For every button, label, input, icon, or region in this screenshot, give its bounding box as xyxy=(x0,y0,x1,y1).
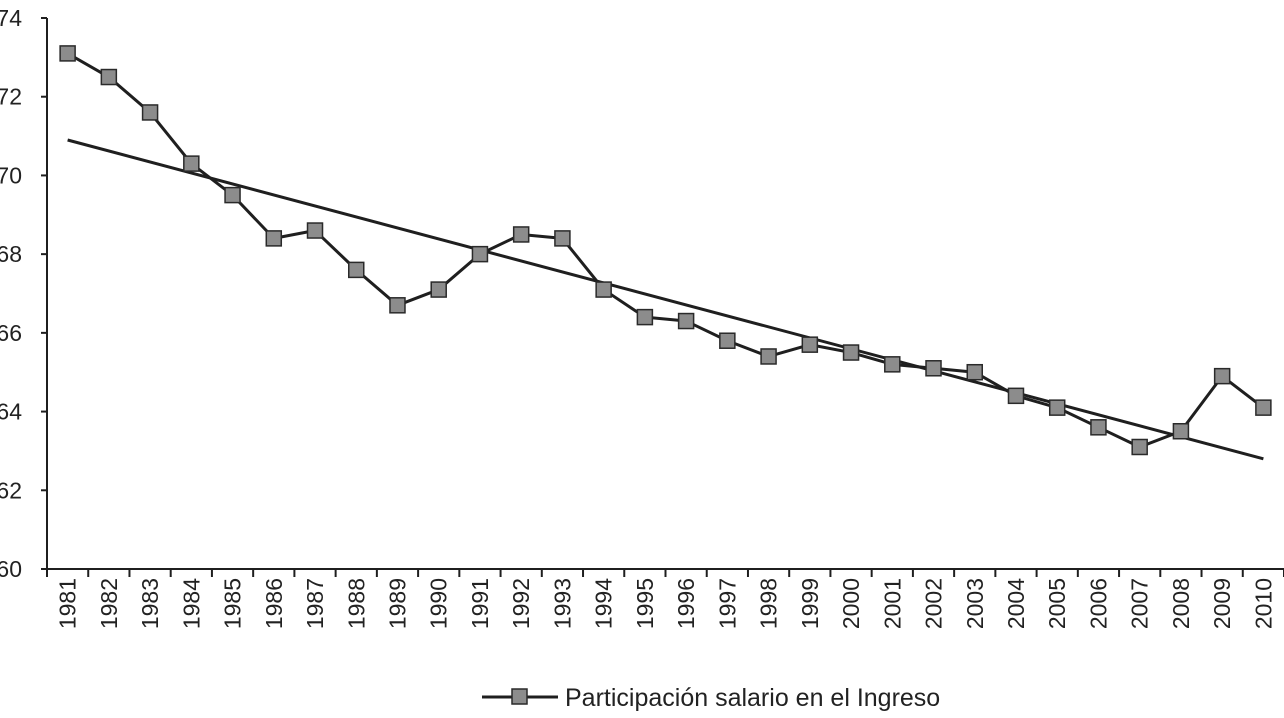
data-point xyxy=(884,356,901,373)
series-line xyxy=(66,52,1265,449)
x-tick-label: 2009 xyxy=(1209,578,1235,629)
data-point xyxy=(224,186,241,204)
data-point xyxy=(925,360,942,377)
x-tick-label: 1988 xyxy=(343,578,369,629)
y-tick-label: 60 xyxy=(0,556,22,582)
data-point xyxy=(1048,399,1066,416)
data-point xyxy=(183,155,200,172)
data-point xyxy=(1172,423,1190,440)
x-tick-label: 1990 xyxy=(426,578,452,629)
y-tick-label: 64 xyxy=(0,399,22,425)
x-tick-label: 2002 xyxy=(921,578,947,629)
legend-label: Participación salario en el Ingreso xyxy=(565,684,940,712)
data-point xyxy=(512,226,530,243)
data-point xyxy=(141,104,159,121)
x-tick-label: 1983 xyxy=(137,578,163,629)
x-tick-label: 2005 xyxy=(1044,578,1070,629)
legend: Participación salario en el Ingreso xyxy=(482,684,940,712)
x-tick-label: 1984 xyxy=(178,578,204,629)
data-point xyxy=(430,281,447,298)
trendline xyxy=(67,138,1264,461)
trendline-line xyxy=(67,138,1264,461)
data-point xyxy=(1131,438,1148,456)
x-tick-label: 1996 xyxy=(673,578,699,629)
data-point xyxy=(1007,387,1025,405)
axes xyxy=(46,18,1284,570)
series-group xyxy=(59,45,1272,456)
x-tick-label: 2008 xyxy=(1168,578,1194,629)
data-point xyxy=(595,281,612,298)
x-tick-label: 2010 xyxy=(1250,578,1276,629)
data-point xyxy=(471,245,489,263)
data-point xyxy=(348,261,365,279)
y-tick-label: 70 xyxy=(0,162,22,188)
data-point xyxy=(100,68,118,86)
data-point xyxy=(842,344,860,361)
x-tick-label: 1985 xyxy=(220,578,246,629)
data-point xyxy=(1090,419,1107,436)
y-tick-label: 68 xyxy=(0,241,22,267)
x-tick-label: 2003 xyxy=(962,578,988,629)
data-point xyxy=(265,230,283,247)
x-tick-label: 1987 xyxy=(302,578,328,629)
legend-marker xyxy=(511,688,528,705)
y-axis-ticks: 60 62 64 66 68 70 72 74 xyxy=(0,5,47,582)
data-point xyxy=(677,312,695,330)
x-tick-label: 2007 xyxy=(1127,578,1153,629)
data-point xyxy=(719,332,736,349)
data-point xyxy=(760,348,777,365)
x-tick-label: 1992 xyxy=(508,578,534,629)
x-tick-label: 1993 xyxy=(549,578,575,629)
x-tick-label: 1991 xyxy=(467,578,493,629)
y-tick-label: 72 xyxy=(0,84,22,110)
x-tick-label: 1998 xyxy=(756,578,782,629)
x-tick-label: 1995 xyxy=(632,578,658,629)
x-tick-label: 1994 xyxy=(591,578,617,629)
x-axis-ticks: 1981 1982 1983 1984 1985 1986 1987 1988 1989 1990… xyxy=(46,569,1284,629)
x-tick-label: 1986 xyxy=(261,578,287,629)
x-tick-label: 2004 xyxy=(1003,578,1029,629)
data-point xyxy=(801,336,819,353)
data-point xyxy=(966,363,983,381)
x-tick-label: 1999 xyxy=(797,578,823,629)
x-tick-label: 1997 xyxy=(714,578,740,629)
y-tick-label: 66 xyxy=(0,320,22,346)
data-point xyxy=(306,222,324,239)
data-point xyxy=(389,297,406,314)
x-tick-label: 2001 xyxy=(879,578,905,629)
data-point xyxy=(636,308,654,326)
data-point xyxy=(1213,367,1231,385)
y-tick-label: 62 xyxy=(0,477,22,503)
x-tick-label: 2006 xyxy=(1085,578,1111,629)
data-point xyxy=(554,230,571,247)
x-tick-label: 2000 xyxy=(838,578,864,629)
y-tick-label: 74 xyxy=(0,5,22,31)
data-point xyxy=(59,45,76,62)
data-point xyxy=(1255,399,1272,416)
x-tick-label: 1982 xyxy=(96,578,122,629)
x-tick-label: 1989 xyxy=(384,578,410,629)
x-tick-label: 1981 xyxy=(55,578,81,629)
